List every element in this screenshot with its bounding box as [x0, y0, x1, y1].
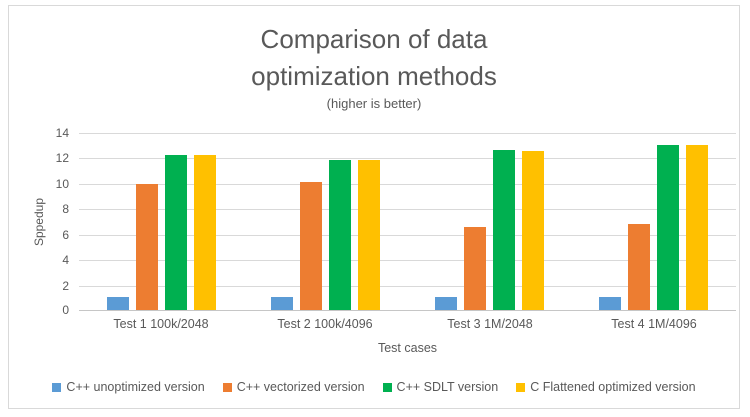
bar	[464, 227, 486, 310]
gridline	[79, 260, 736, 261]
y-tick-label: 10	[55, 177, 69, 191]
legend-label: C Flattened optimized version	[530, 380, 696, 394]
legend-item: C++ unoptimized version	[52, 380, 205, 394]
legend-marker-icon	[52, 382, 62, 392]
legend-label: C++ SDLT version	[396, 380, 499, 394]
bar	[136, 184, 158, 310]
x-axis-title: Test cases	[377, 341, 438, 355]
chart-subtitle: (higher is better)	[326, 96, 422, 111]
x-category-label: Test 2 100k/4096	[277, 317, 373, 331]
y-axis-title-text: Sppedup	[32, 197, 46, 247]
bar	[657, 145, 679, 310]
plot-area	[79, 133, 736, 311]
gridline	[79, 184, 736, 185]
gridline	[79, 133, 736, 134]
y-tick-label: 2	[62, 279, 69, 293]
bar	[165, 155, 187, 310]
bar	[686, 145, 708, 310]
y-tick-label: 0	[62, 303, 69, 317]
legend-item: C++ vectorized version	[222, 380, 365, 394]
y-tick-label: 12	[55, 151, 69, 165]
x-category-label: Test 1 100k/2048	[113, 317, 209, 331]
bar	[300, 182, 322, 310]
bar	[358, 160, 380, 310]
legend-marker-icon	[516, 382, 526, 392]
legend-item: C++ SDLT version	[382, 380, 499, 394]
gridline	[79, 286, 736, 287]
x-axis-line	[79, 310, 736, 311]
bar	[522, 151, 544, 310]
y-axis-tick-labels: 0 2 4 6 8 10 12 14	[45, 126, 69, 317]
legend-marker-icon	[382, 382, 392, 392]
x-category-label: Test 4 1M/4096	[611, 317, 697, 331]
legend-label: C++ unoptimized version	[66, 380, 205, 394]
y-tick-label: 4	[62, 253, 69, 267]
bar	[329, 160, 351, 310]
chart-title-line1: Comparison of data	[260, 24, 488, 54]
gridline	[79, 209, 736, 210]
y-tick-label: 14	[55, 126, 69, 140]
x-axis-category-labels: Test 1 100k/2048 Test 2 100k/4096 Test 3 1…	[79, 317, 736, 333]
bar	[271, 297, 293, 310]
bar	[493, 150, 515, 310]
bar	[194, 155, 216, 310]
gridline	[79, 158, 736, 159]
bar	[435, 297, 457, 310]
chart-frame: Comparison of data optimization methods …	[8, 5, 740, 409]
bar	[107, 297, 129, 310]
bar	[628, 224, 650, 310]
legend: C++ unoptimized version C++ vectorized ve…	[9, 380, 739, 394]
x-category-label: Test 3 1M/2048	[447, 317, 533, 331]
legend-marker-icon	[222, 382, 232, 392]
y-tick-label: 6	[62, 228, 69, 242]
gridline	[79, 235, 736, 236]
chart-title: Comparison of data optimization methods	[9, 21, 739, 95]
legend-item: C Flattened optimized version	[516, 380, 696, 394]
bar	[599, 297, 621, 310]
legend-label: C++ vectorized version	[236, 380, 365, 394]
y-tick-label: 8	[62, 202, 69, 216]
chart-title-line2: optimization methods	[251, 61, 497, 91]
